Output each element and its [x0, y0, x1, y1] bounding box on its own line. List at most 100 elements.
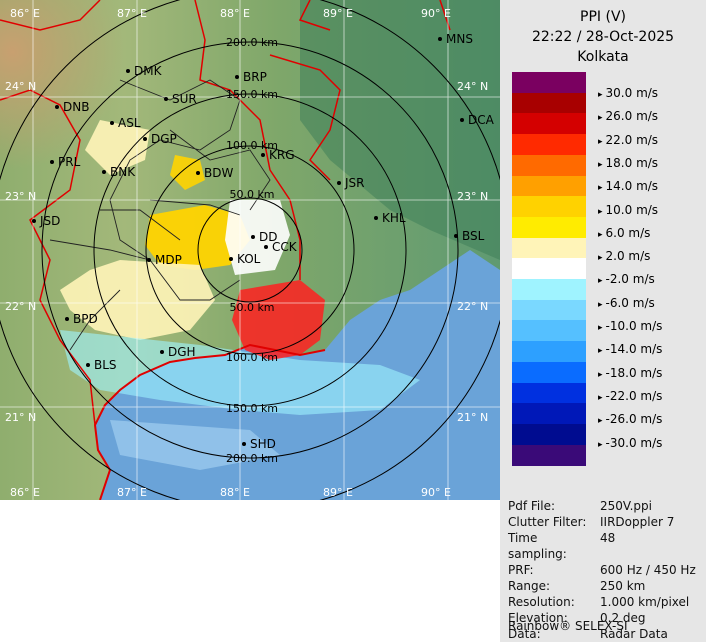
metadata-value: 250 km — [600, 579, 646, 593]
legend-swatch — [512, 299, 586, 322]
legend-label: 30.0 m/s — [598, 86, 659, 100]
lon-label-90-top: 90° E — [421, 7, 451, 20]
legend-label: 18.0 m/s — [598, 156, 659, 170]
legend-swatch — [512, 361, 586, 384]
legend-swatch — [512, 196, 586, 218]
legend-swatch — [512, 237, 586, 260]
legend-swatch — [512, 444, 586, 467]
city-marker — [65, 317, 69, 321]
lat-label-23-left: 23° N — [5, 190, 36, 203]
city-name: DD — [259, 230, 277, 244]
city-name: SUR — [172, 92, 197, 106]
legend-swatch — [512, 279, 586, 301]
city-name: KRG — [269, 148, 295, 162]
metadata-key: Time sampling: — [508, 531, 567, 561]
metadata-value: 48 — [600, 531, 616, 545]
legend-swatch — [512, 92, 586, 115]
city-marker — [147, 258, 151, 262]
city-name: JSD — [39, 214, 60, 228]
legend-label: -30.0 m/s — [598, 436, 663, 450]
city-bdw: BDW — [196, 166, 233, 180]
city-name: BPD — [73, 312, 98, 326]
city-mns: MNS — [438, 32, 473, 46]
lon-label-87-bottom: 87° E — [117, 486, 147, 499]
city-name: JSR — [344, 176, 365, 190]
city-marker — [102, 170, 106, 174]
city-dca: DCA — [460, 113, 495, 127]
city-name: PRL — [58, 155, 81, 169]
metadata-key: Range: — [508, 579, 551, 593]
city-khl: KHL — [374, 211, 406, 225]
legend-label: -26.0 m/s — [598, 412, 663, 426]
lat-label-21-right: 21° N — [457, 411, 488, 424]
datetime-title: 22:22 / 28-Oct-2025 — [531, 29, 675, 45]
metadata-value: 0.2 deg — [600, 611, 646, 625]
legend-swatch — [512, 403, 586, 425]
metadata-key: Pdf File: — [508, 499, 556, 513]
city-marker — [110, 121, 114, 125]
legend-label: 26.0 m/s — [598, 109, 659, 123]
range-label-north-150: 150.0 km — [226, 88, 278, 101]
city-marker — [160, 350, 164, 354]
metadata-key: Resolution: — [508, 595, 575, 609]
lat-label-22-left: 22° N — [5, 300, 36, 313]
city-dnb: DNB — [55, 100, 89, 114]
lon-label-89-bottom: 89° E — [323, 486, 353, 499]
city-kol: KOL — [229, 252, 261, 266]
range-label-south-50: 50.0 km — [229, 301, 274, 314]
legend-swatch — [512, 175, 586, 198]
city-dd: DD — [251, 230, 277, 244]
city-sur: SUR — [164, 92, 197, 106]
range-label-south-200: 200.0 km — [226, 452, 278, 465]
city-name: BNK — [110, 165, 136, 179]
legend-label: 14.0 m/s — [598, 179, 659, 193]
city-dgp: DGP — [143, 132, 177, 146]
city-marker — [337, 181, 341, 185]
city-jsd: JSD — [32, 214, 60, 228]
city-name: KOL — [237, 252, 261, 266]
city-marker — [261, 153, 265, 157]
city-name: BSL — [462, 229, 485, 243]
product-title: PPI (V) — [580, 9, 626, 25]
city-asl: ASL — [110, 116, 141, 130]
legend-swatch — [512, 113, 586, 136]
metadata-row: PRF: 600 Hz / 450 Hz — [508, 562, 704, 578]
city-name: KHL — [382, 211, 406, 225]
metadata-table: Pdf File: 250V.ppi Clutter Filter: IIRDoppl… — [508, 498, 704, 642]
city-marker — [242, 442, 246, 446]
city-marker — [374, 216, 378, 220]
city-marker — [454, 234, 458, 238]
lon-label-90-bottom: 90° E — [421, 486, 451, 499]
city-marker — [126, 69, 130, 73]
lat-label-24-left: 24° N — [5, 80, 36, 93]
station-title: Kolkata — [577, 49, 629, 65]
metadata-row: Resolution: 1.000 km/pixel — [508, 594, 704, 610]
metadata-row: Pdf File: 250V.ppi — [508, 498, 704, 514]
city-marker — [460, 118, 464, 122]
legend-swatch — [512, 423, 586, 446]
radar-echoes — [60, 120, 420, 470]
city-name: BLS — [94, 358, 117, 372]
legend-swatch — [512, 320, 586, 343]
city-krg: KRG — [261, 148, 295, 162]
legend-swatch — [512, 216, 586, 239]
city-name: ASL — [118, 116, 141, 130]
city-labels: DMK BRP MNS DNB SUR ASL DCA DGP PRL KRG BNK BDW JSR K… — [32, 32, 495, 451]
metadata-value: 250V.ppi — [600, 499, 652, 513]
legend-swatch — [512, 72, 586, 94]
city-name: DCA — [468, 113, 495, 127]
city-bnk: BNK — [102, 165, 136, 179]
lat-label-22-right: 22° N — [457, 300, 488, 313]
lat-lon-grid — [0, 0, 500, 500]
city-mdp: MDP — [147, 253, 182, 267]
city-brp: BRP — [235, 70, 267, 84]
legend-label: 10.0 m/s — [598, 203, 659, 217]
city-marker — [438, 37, 442, 41]
legend-label: -14.0 m/s — [598, 342, 663, 356]
city-marker — [264, 245, 268, 249]
lon-label-87-top: 87° E — [117, 7, 147, 20]
range-label-south-150: 150.0 km — [226, 402, 278, 415]
legend-swatch — [512, 258, 586, 280]
legend-label: 22.0 m/s — [598, 133, 659, 147]
lon-label-88-bottom: 88° E — [220, 486, 250, 499]
